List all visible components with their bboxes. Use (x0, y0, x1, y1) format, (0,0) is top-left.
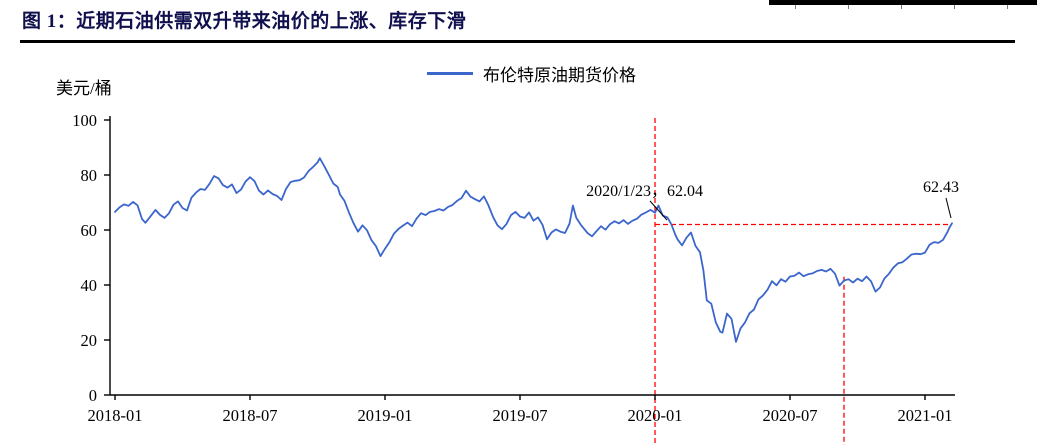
svg-text:2020-07: 2020-07 (763, 406, 818, 425)
figure-title: 图 1：近期石油供需双升带来油价的上涨、库存下滑 (22, 11, 467, 32)
cropped-table-tick (795, 5, 796, 9)
svg-text:40: 40 (81, 276, 98, 295)
cropped-table-tick (1007, 5, 1008, 9)
svg-text:2019-07: 2019-07 (493, 406, 548, 425)
svg-text:2021-01: 2021-01 (898, 406, 953, 425)
svg-text:100: 100 (72, 111, 97, 130)
cropped-table-border (769, 0, 1037, 5)
cropped-table-tick (901, 5, 902, 9)
cropped-table-tick (848, 5, 849, 9)
svg-text:2020-01: 2020-01 (628, 406, 683, 425)
y-axis-unit-label: 美元/桶 (56, 79, 112, 98)
chart-legend: 布伦特原油期货价格 (111, 61, 952, 86)
legend-label: 布伦特原油期货价格 (483, 66, 636, 85)
svg-text:2018-01: 2018-01 (88, 406, 143, 425)
cropped-table-tick (954, 5, 955, 9)
svg-text:0: 0 (89, 386, 97, 405)
legend-line-swatch (427, 72, 473, 75)
svg-text:60: 60 (81, 221, 98, 240)
svg-text:20: 20 (81, 331, 98, 350)
svg-text:2018-07: 2018-07 (223, 406, 278, 425)
title-divider (20, 40, 1015, 43)
svg-text:2019-01: 2019-01 (358, 406, 413, 425)
svg-text:62.43: 62.43 (923, 179, 959, 196)
svg-text:80: 80 (81, 166, 98, 185)
brent-crude-price-line-chart: 0 20 40 60 80 100 2018-01 2018-07 2019-01 2019-07… (72, 111, 959, 445)
svg-text:2020/1/23，62.04: 2020/1/23，62.04 (586, 183, 703, 200)
